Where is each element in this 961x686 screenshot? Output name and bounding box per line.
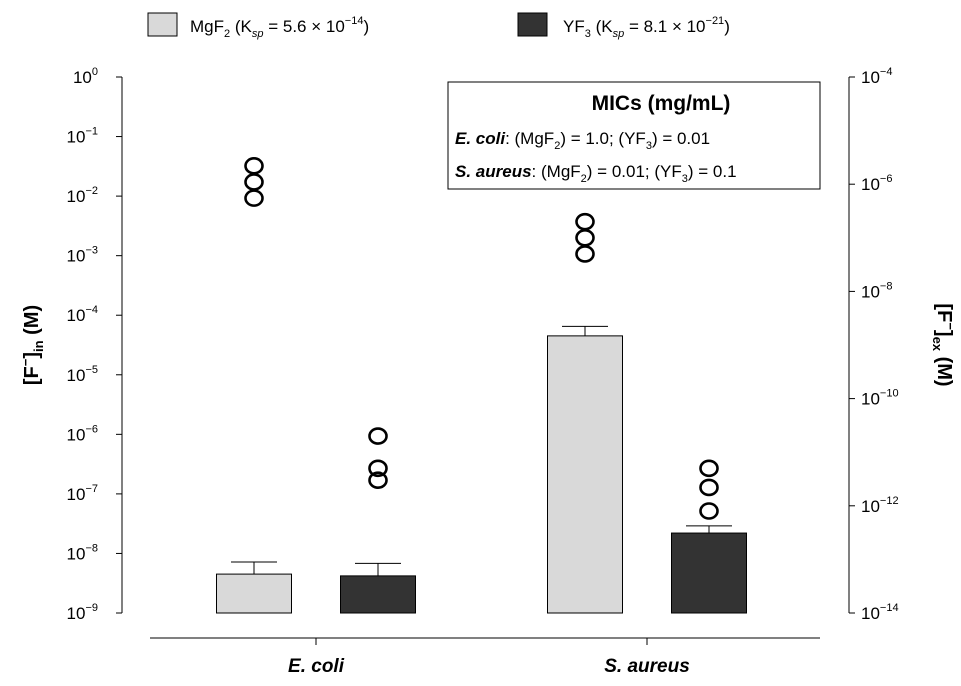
ex-point-marker [368, 471, 388, 490]
left-tick-label: 10−6 [67, 423, 98, 444]
left-axis-ticks: 100 10−1 10−2 10−3 10−4 10−5 10−6 10−7 10−8 10−9 [67, 66, 122, 623]
ex-point-marker [699, 502, 719, 520]
right-tick-label: 10−12 [861, 495, 899, 516]
right-tick-label: 10−6 [861, 173, 892, 194]
legend-item-yf3: YF3 (Ksp = 8.1 × 10−21) [517, 12, 730, 40]
mic-box-title: MICs (mg/mL) [592, 92, 731, 115]
ex-point-marker [244, 157, 264, 175]
right-axis-title: [F−]ex (M) [930, 303, 958, 386]
mic-box: MICs (mg/mL) E. coli: (MgF2) = 1.0; (YF3… [447, 81, 821, 190]
ex-point-marker [244, 189, 264, 207]
mic-line-ecoli: E. coli: (MgF2) = 1.0; (YF3) = 0.01 [455, 129, 710, 152]
ex-point-marker [575, 229, 595, 247]
left-tick-label: 100 [73, 66, 98, 87]
bars [216, 325, 747, 614]
legend-swatch-mgf2 [147, 12, 178, 37]
left-tick-label: 10−8 [67, 542, 98, 563]
left-tick-label: 10−5 [67, 364, 98, 385]
ex-point-marker [699, 459, 719, 478]
left-tick-label: 10−3 [67, 245, 98, 266]
bar [340, 575, 416, 614]
ex-markers [244, 157, 719, 520]
right-tick-label: 10−4 [861, 66, 892, 87]
legend-swatch-yf3 [517, 12, 548, 37]
left-tick-label: 10−7 [67, 483, 98, 504]
ex-point-marker [575, 245, 595, 263]
ex-point-marker [244, 173, 264, 191]
ex-point-marker [368, 427, 388, 445]
left-tick-label: 10−9 [67, 602, 98, 623]
bar [671, 532, 747, 614]
legend: MgF2 (Ksp = 5.6 × 10−14) YF3 (Ksp = 8.1 … [147, 12, 730, 40]
left-tick-label: 10−2 [67, 185, 98, 206]
ex-point-marker [368, 459, 388, 478]
bar [547, 335, 623, 614]
mic-line-saureus: S. aureus: (MgF2) = 0.01; (YF3) = 0.1 [455, 162, 737, 185]
mic-box-frame [447, 81, 821, 190]
left-tick-label: 10−1 [67, 126, 98, 147]
ex-point-marker [699, 478, 719, 497]
right-tick-label: 10−10 [861, 388, 899, 409]
legend-item-mgf2: MgF2 (Ksp = 5.6 × 10−14) [147, 12, 369, 40]
left-axis-title: [F−]in (M) [18, 305, 46, 385]
right-axis-ticks: 10−4 10−6 10−8 10−10 10−12 10−14 [849, 66, 899, 623]
bar [216, 573, 292, 614]
left-tick-label: 10−4 [67, 304, 98, 325]
right-tick-label: 10−14 [861, 602, 899, 623]
x-tick-labels: E. coli S. aureus [288, 638, 690, 677]
ex-point-marker [575, 212, 595, 231]
legend-label-mgf2: MgF2 (Ksp = 5.6 × 10−14) [190, 15, 369, 40]
legend-label-yf3: YF3 (Ksp = 8.1 × 10−21) [563, 15, 730, 40]
x-tick-label: S. aureus [604, 656, 690, 677]
right-tick-label: 10−8 [861, 280, 892, 301]
x-tick-label: E. coli [288, 656, 345, 677]
